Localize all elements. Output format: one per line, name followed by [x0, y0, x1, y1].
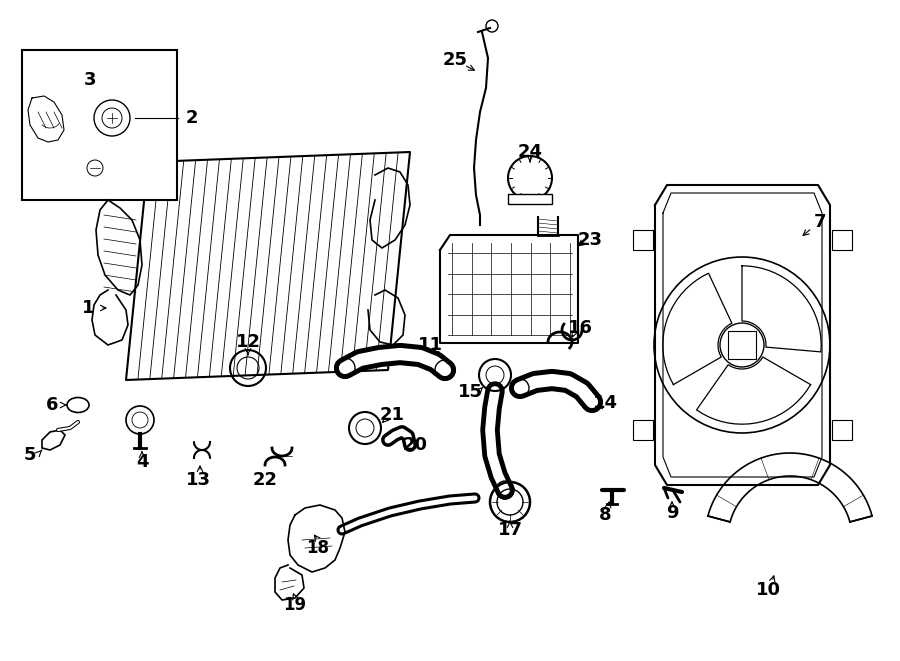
Text: 10: 10 — [755, 581, 780, 599]
Bar — [22, 50, 177, 200]
Text: 2: 2 — [185, 109, 198, 127]
Bar — [728, 331, 756, 359]
Text: 23: 23 — [578, 231, 602, 249]
Text: 14: 14 — [592, 394, 617, 412]
Text: 20: 20 — [402, 436, 428, 454]
Text: 19: 19 — [284, 596, 307, 614]
Bar — [832, 230, 852, 250]
Text: 18: 18 — [307, 539, 329, 557]
Text: 17: 17 — [498, 521, 523, 539]
Text: 4: 4 — [136, 453, 149, 471]
Bar — [633, 230, 653, 250]
Text: 7: 7 — [814, 213, 826, 231]
Text: 25: 25 — [443, 51, 467, 69]
Text: 13: 13 — [185, 471, 211, 489]
Bar — [832, 420, 852, 440]
Text: 3: 3 — [84, 71, 96, 89]
Text: 5: 5 — [23, 446, 36, 464]
Text: 22: 22 — [253, 471, 277, 489]
Text: 6: 6 — [46, 396, 58, 414]
Text: 11: 11 — [418, 336, 443, 354]
Text: 8: 8 — [598, 506, 611, 524]
Text: 21: 21 — [380, 406, 404, 424]
Bar — [633, 420, 653, 440]
Text: 9: 9 — [666, 504, 679, 522]
Bar — [508, 194, 552, 204]
Text: 16: 16 — [568, 319, 592, 337]
Text: 1: 1 — [82, 299, 94, 317]
Text: 15: 15 — [457, 383, 482, 401]
Text: 12: 12 — [236, 333, 260, 351]
Text: 24: 24 — [518, 143, 543, 161]
